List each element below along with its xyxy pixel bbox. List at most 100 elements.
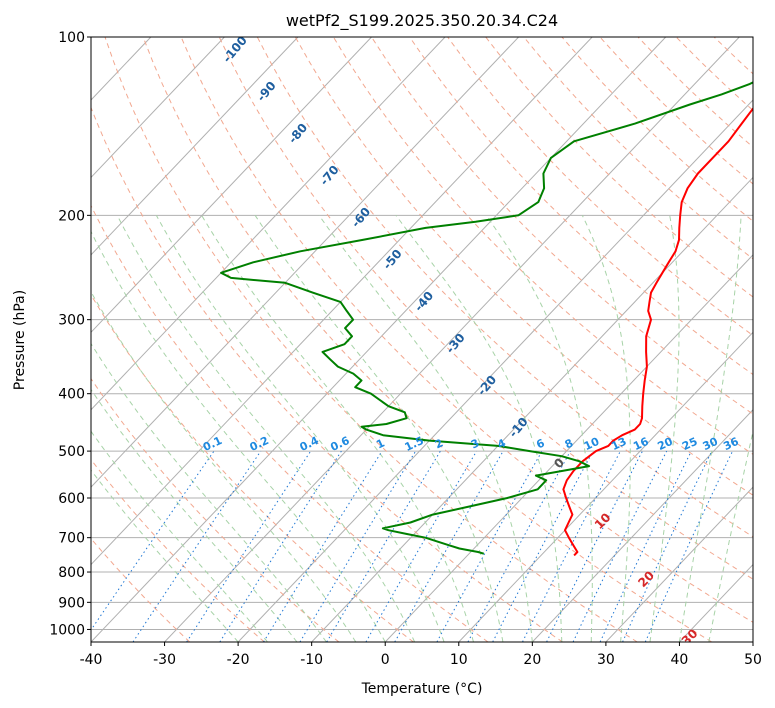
dry-adiabat xyxy=(91,106,563,642)
dry-adiabat xyxy=(142,37,713,642)
dry-adiabat xyxy=(91,293,414,642)
dry-adiabat-label: -70 xyxy=(317,163,342,189)
moist-adiabat xyxy=(254,215,504,642)
y-tick-label: 200 xyxy=(58,208,85,224)
mixing-ratio-label: 2 xyxy=(433,436,445,451)
dry-adiabat xyxy=(485,37,753,298)
isotherm-gridline xyxy=(91,37,372,334)
dry-adiabat xyxy=(294,37,753,496)
mixing-ratio-line xyxy=(263,450,383,642)
moist-adiabat xyxy=(91,430,268,642)
isotherm-gridline xyxy=(384,254,753,642)
series-layer xyxy=(220,81,753,557)
y-tick-label: 900 xyxy=(58,595,85,611)
moist-adiabat-label: 40 xyxy=(722,684,744,706)
mixing-ratio-label: 36 xyxy=(721,435,741,453)
mixing-ratio-line xyxy=(572,450,668,642)
dry-adiabat-label: -20 xyxy=(475,373,500,399)
dry-adiabat xyxy=(256,37,753,538)
isotherm-gridline xyxy=(605,486,753,642)
mixing-ratio-line xyxy=(467,450,571,642)
moist-adiabat xyxy=(318,215,533,642)
moist-adiabat xyxy=(91,388,298,642)
dry-adiabat xyxy=(91,204,489,642)
dry-adiabat-label: -10 xyxy=(506,415,531,441)
moist-adiabat xyxy=(395,215,563,642)
x-tick-label: 10 xyxy=(450,652,468,668)
x-tick-label: 0 xyxy=(381,652,390,668)
isotherm-gridline xyxy=(0,37,4,642)
dry-adiabat-label: -30 xyxy=(443,331,468,357)
dry-adiabat xyxy=(751,37,753,39)
x-axis-title: Temperature (°C) xyxy=(361,681,483,697)
dry-adiabat xyxy=(91,537,191,642)
chart-title: wetPf2_S199.2025.350.20.34.C24 xyxy=(286,11,558,31)
x-tick-label: 40 xyxy=(671,652,689,668)
dry-adiabat-label: -40 xyxy=(412,289,437,315)
isotherm-gridline xyxy=(752,641,753,642)
dry-adiabat xyxy=(713,37,753,75)
dry-adiabat xyxy=(599,37,753,185)
dewpoint-profile xyxy=(220,81,753,555)
dry-adiabat xyxy=(104,37,638,642)
moist-adiabat xyxy=(155,215,445,642)
dry-adiabat xyxy=(447,37,753,337)
dry-adiabat xyxy=(409,37,753,376)
isotherm-gridline xyxy=(91,37,446,411)
x-tick-label: 20 xyxy=(523,652,541,668)
mixing-ratio-label: 20 xyxy=(656,435,676,453)
x-tick-label: -40 xyxy=(80,652,103,668)
dry-adiabat-label: -60 xyxy=(349,205,374,231)
moist-adiabat xyxy=(649,215,680,642)
x-tick-label: 30 xyxy=(597,652,615,668)
mixing-ratio-line xyxy=(299,450,417,642)
moist-adiabat xyxy=(116,215,416,642)
y-axis-title: Pressure (hPa) xyxy=(12,290,28,390)
mixing-ratio-line xyxy=(622,450,713,642)
y-axis: 100 200 300 400 500 600 700 800 900 1000 xyxy=(49,30,91,638)
mixing-ratio-label: 13 xyxy=(609,435,628,453)
isotherm-gridline xyxy=(91,37,225,179)
dry-adiabat xyxy=(637,37,753,148)
y-tick-label: 600 xyxy=(58,491,85,507)
mixing-ratio-line xyxy=(546,450,643,642)
dry-adiabat xyxy=(180,37,753,623)
moist-adiabat xyxy=(91,469,239,642)
mixing-ratio-line xyxy=(132,450,262,642)
dry-adiabat xyxy=(675,37,753,111)
mixing-ratio-label: 10 xyxy=(582,435,602,453)
dry-adiabat xyxy=(91,458,265,642)
y-tick-label: 800 xyxy=(58,565,85,581)
mixing-ratio-line xyxy=(599,450,692,642)
y-tick-label: 500 xyxy=(58,444,85,460)
isotherm-gridline xyxy=(311,176,753,642)
auxiliary-lines xyxy=(91,37,753,642)
mixing-ratio-label: 6 xyxy=(534,436,547,451)
y-tick-label: 300 xyxy=(58,313,85,329)
adiabat-labels: 0.1 0.2 0.4 0.6 1 1.5 2 3 4 6 8 10 13 16 20 25 30 36-100-… xyxy=(201,33,744,706)
moist-adiabat xyxy=(201,215,474,642)
dry-adiabat-label: -90 xyxy=(254,79,279,105)
dry-adiabat xyxy=(561,37,753,222)
isotherm-gridline xyxy=(91,37,520,488)
isotherm-gridline xyxy=(237,99,753,642)
isotherm-gridline xyxy=(164,37,740,642)
x-tick-label: 50 xyxy=(744,652,762,668)
mixing-ratio-line xyxy=(219,450,342,642)
grid-layer xyxy=(0,37,753,642)
y-tick-label: 700 xyxy=(58,531,85,547)
mixing-ratio-line xyxy=(91,450,215,631)
x-tick-label: -30 xyxy=(153,652,176,668)
dry-adiabat-label: -100 xyxy=(220,33,250,65)
y-tick-label: 100 xyxy=(58,30,85,46)
dry-adiabat xyxy=(523,37,753,260)
isotherm-gridline xyxy=(91,37,299,256)
mixing-ratio-label: 4 xyxy=(495,436,508,451)
moist-adiabat xyxy=(485,215,593,642)
mixing-ratio-label: 25 xyxy=(680,435,699,453)
mixing-ratio-line xyxy=(326,450,441,642)
dry-adiabat xyxy=(332,37,753,455)
mixing-ratio-label: 16 xyxy=(631,435,651,453)
mixing-ratio-label: 30 xyxy=(701,435,721,453)
